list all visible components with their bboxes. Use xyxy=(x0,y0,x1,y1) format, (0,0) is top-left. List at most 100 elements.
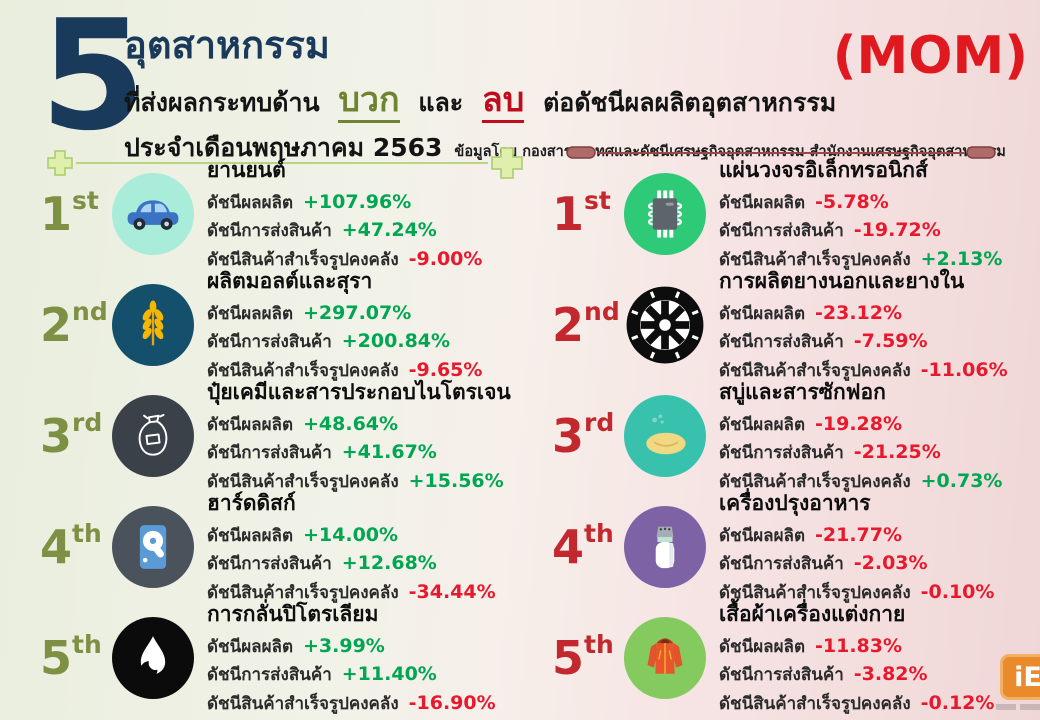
page-subtitle: ที่ส่งผลกระทบด้าน บวก และ ลบ ต่อดัชนีผลผ… xyxy=(124,80,1006,123)
metric-value: +3.99% xyxy=(303,634,385,657)
metric-label: ดัชนีผลผลิต xyxy=(207,303,293,324)
industry-item: 5th การกลั่นปิโตรเลียม ดัชนีผลผลิต +3.99%… xyxy=(40,602,540,714)
plus-icon xyxy=(47,150,73,176)
industry-item: 1st ยานยนต์ ดัชนีผลผลิต +107.96% ดัชนีการ… xyxy=(40,158,540,270)
metric-label: ดัชนีสินค้าสำเร็จรูปคงคลัง xyxy=(719,693,911,714)
rank-badge: 4th xyxy=(552,519,614,574)
industry-title: สบู่และสารซักฟอก xyxy=(719,379,886,404)
industry-item: 4th เครื่องปรุงอาหาร ดัชนีผลผลิต -21.77% … xyxy=(552,491,1040,603)
oil-drop-icon xyxy=(112,616,194,699)
industry-item: 3rd ปุ๋ยเคมีและสารประกอบไนโตรเจน ดัชนีผล… xyxy=(40,380,540,492)
impact-suffix: ต่อดัชนีผลผลิตอุตสาหกรรม xyxy=(543,88,837,117)
chip-icon xyxy=(624,172,706,255)
negative-divider xyxy=(566,146,996,159)
industry-title: เสื้อผ้าเครื่องแต่งกาย xyxy=(719,601,906,626)
metric-label: ดัชนีผลผลิต xyxy=(207,636,293,657)
negative-column: 1st แผ่นวงจรอิเล็กทรอนิกส์ ดัชนีผลผลิต -5… xyxy=(552,158,1040,714)
industry-item: 3rd สบู่และสารซักฟอก ดัชนีผลผลิต -19.28% … xyxy=(552,380,1040,492)
industry-title: ยานยนต์ xyxy=(207,157,286,182)
metric-label: ดัชนีผลผลิต xyxy=(207,192,293,213)
industry-item: 1st แผ่นวงจรอิเล็กทรอนิกส์ ดัชนีผลผลิต -5… xyxy=(552,158,1040,270)
metric-label: ดัชนีผลผลิต xyxy=(207,414,293,435)
wheat-icon xyxy=(112,283,194,366)
rank-badge: 5th xyxy=(40,630,102,685)
metric-label: ดัชนีการส่งสินค้า xyxy=(207,221,332,242)
metric-value: +200.84% xyxy=(341,330,451,353)
metric-label: ดัชนีสินค้าสำเร็จรูปคงคลัง xyxy=(207,471,399,492)
logo-caption xyxy=(996,704,1040,710)
industry-title: การกลั่นปิโตรเลียม xyxy=(207,601,379,626)
metric-value: -23.12% xyxy=(815,301,903,324)
metric-value: -16.90% xyxy=(408,691,496,714)
industry-title: แผ่นวงจรอิเล็กทรอนิกส์ xyxy=(719,157,928,182)
metric-label: ดัชนีผลผลิต xyxy=(719,303,805,324)
seasoning-bottle-icon xyxy=(624,505,706,588)
oie-logo: iE xyxy=(1000,654,1040,700)
positive-word: บวก xyxy=(338,80,400,123)
metric-label: ดัชนีสินค้าสำเร็จรูปคงคลัง xyxy=(207,249,399,270)
metric-label: ดัชนีสินค้าสำเร็จรูปคงคลัง xyxy=(207,582,399,603)
metric-label: ดัชนีสินค้าสำเร็จรูปคงคลัง xyxy=(719,471,911,492)
minus-icon xyxy=(966,146,996,159)
rank-badge: 4th xyxy=(40,519,102,574)
fertilizer-sack-icon xyxy=(112,394,194,477)
metric-value: +107.96% xyxy=(303,190,412,213)
metric-value: +2.13% xyxy=(920,247,1003,270)
metric-label: ดัชนีผลผลิต xyxy=(207,525,293,546)
positive-column: 1st ยานยนต์ ดัชนีผลผลิต +107.96% ดัชนีการ… xyxy=(40,158,540,714)
metric-value: -2.03% xyxy=(853,552,928,575)
big-number: 5 xyxy=(40,0,146,164)
metric-value: -34.44% xyxy=(408,580,496,603)
metric-value: -3.82% xyxy=(853,663,928,686)
metric-value: -21.25% xyxy=(853,441,941,464)
car-icon xyxy=(112,172,194,255)
jacket-icon xyxy=(624,616,706,699)
tire-icon xyxy=(624,284,706,366)
metric-value: -9.00% xyxy=(408,247,483,270)
metric-label: ดัชนีการส่งสินค้า xyxy=(207,665,332,686)
metric-value: +11.40% xyxy=(341,663,437,686)
rank-badge: 2nd xyxy=(552,297,620,352)
metric-label: ดัชนีสินค้าสำเร็จรูปคงคลัง xyxy=(719,249,911,270)
impact-prefix: ที่ส่งผลกระทบด้าน xyxy=(124,88,320,117)
metric-value: -19.72% xyxy=(853,219,941,242)
industry-item: 5th เสื้อผ้าเครื่องแต่งกาย ดัชนีผลผลิต -1… xyxy=(552,602,1040,714)
metric-value: +0.73% xyxy=(920,469,1003,492)
metric-value: -0.12% xyxy=(920,691,995,714)
metric-label: ดัชนีการส่งสินค้า xyxy=(207,554,332,575)
divider-line xyxy=(598,151,964,154)
metric-value: -11.83% xyxy=(815,634,903,657)
rank-badge: 1st xyxy=(40,186,99,241)
metric-label: ดัชนีการส่งสินค้า xyxy=(719,665,844,686)
period-label: ประจำเดือนพฤษภาคม 2563 xyxy=(124,133,443,162)
rank-badge: 3rd xyxy=(552,408,615,463)
metric-value: +14.00% xyxy=(303,523,399,546)
metric-value: -9.65% xyxy=(408,358,483,381)
rank-badge: 5th xyxy=(552,630,614,685)
metric-label: ดัชนีสินค้าสำเร็จรูปคงคลัง xyxy=(207,360,399,381)
rank-badge: 1st xyxy=(552,186,611,241)
rank-badge: 3rd xyxy=(40,408,103,463)
metric-value: -11.06% xyxy=(920,358,1008,381)
industry-title: ฮาร์ดดิสก์ xyxy=(207,490,296,515)
metric-value: -21.77% xyxy=(815,523,903,546)
metric-value: -7.59% xyxy=(853,330,928,353)
metric-value: -0.10% xyxy=(920,580,995,603)
metric-value: +297.07% xyxy=(303,301,412,324)
soap-icon xyxy=(624,394,706,477)
metric-value: +12.68% xyxy=(341,552,437,575)
industry-item: 2nd ผลิตมอลต์และสุรา ดัชนีผลผลิต +297.07%… xyxy=(40,269,540,381)
metric-label: ดัชนีผลผลิต xyxy=(719,525,805,546)
page-title: อุตสาหกรรม xyxy=(124,23,330,67)
industry-title: การผลิตยางนอกและยางใน xyxy=(719,268,965,293)
metric-label: ดัชนีการส่งสินค้า xyxy=(719,221,844,242)
metric-value: +41.67% xyxy=(341,441,437,464)
metric-label: ดัชนีการส่งสินค้า xyxy=(719,332,844,353)
metric-label: ดัชนีผลผลิต xyxy=(719,192,805,213)
metric-value: -5.78% xyxy=(815,190,889,213)
positive-divider xyxy=(46,146,524,180)
plus-icon xyxy=(491,147,523,179)
industry-item: 2nd ก xyxy=(552,269,1040,381)
metric-label: ดัชนีผลผลิต xyxy=(719,636,805,657)
metric-label: ดัชนีสินค้าสำเร็จรูปคงคลัง xyxy=(207,693,399,714)
